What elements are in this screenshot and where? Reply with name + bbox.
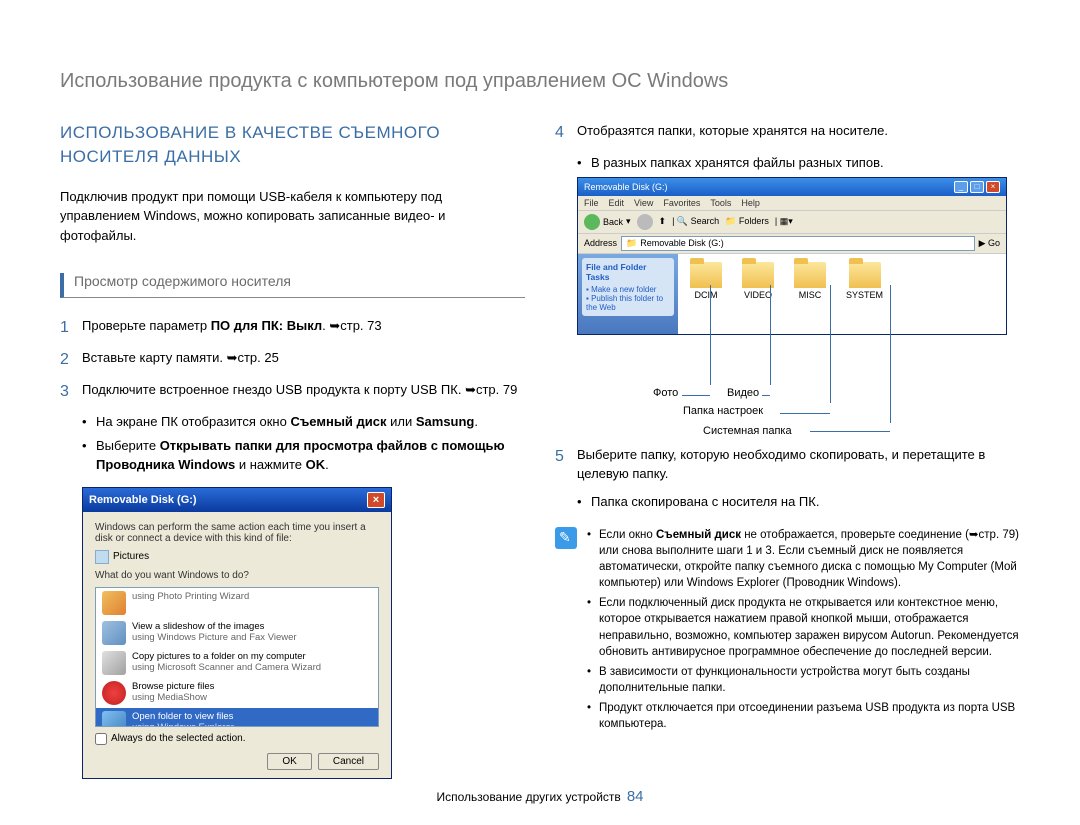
step-num-4: 4 bbox=[555, 121, 577, 145]
back-icon[interactable] bbox=[584, 214, 600, 230]
maximize-icon[interactable]: □ bbox=[970, 181, 984, 193]
wizard-icon bbox=[102, 591, 126, 615]
step-3-sub-1: На экране ПК отобразится окно Съемный ди… bbox=[96, 412, 478, 432]
step-3: Подключите встроенное гнездо USB продукт… bbox=[82, 380, 525, 404]
explorer-window: Removable Disk (G:) _ □ × File Edit View… bbox=[577, 177, 1007, 335]
dialog-text-2: What do you want Windows to do? bbox=[95, 570, 379, 581]
folder-dcim[interactable]: DCIM bbox=[690, 262, 722, 300]
browse-icon bbox=[102, 681, 126, 705]
step-5: Выберите папку, которую необходимо скопи… bbox=[577, 445, 1020, 484]
forward-icon[interactable] bbox=[637, 214, 653, 230]
step-4-sub-1: В разных папках хранятся файлы разных ти… bbox=[591, 153, 884, 173]
subheading: Просмотр содержимого носителя bbox=[60, 273, 525, 298]
note-box: •Если окно Съемный диск не отображается,… bbox=[555, 527, 1020, 736]
cancel-button[interactable]: Cancel bbox=[318, 753, 379, 770]
explorer-toolbar[interactable]: Back ▾ ⬆ | 🔍 Search 📁 Folders | ▦▾ bbox=[578, 211, 1006, 234]
step-5-sub-1: Папка скопирована с носителя на ПК. bbox=[591, 492, 819, 512]
go-button[interactable]: ▶ Go bbox=[979, 238, 1000, 249]
address-label: Address bbox=[584, 238, 617, 248]
folder-misc[interactable]: MISC bbox=[794, 262, 826, 300]
explorer-menubar[interactable]: File Edit View Favorites Tools Help bbox=[578, 196, 1006, 211]
copy-icon bbox=[102, 651, 126, 675]
slideshow-icon bbox=[102, 621, 126, 645]
step-num-5: 5 bbox=[555, 445, 577, 484]
dialog-text-1: Windows can perform the same action each… bbox=[95, 522, 379, 544]
section-title: ИСПОЛЬЗОВАНИЕ В КАЧЕСТВЕ СЪЕМНОГО НОСИТЕ… bbox=[60, 121, 525, 169]
step-num-3: 3 bbox=[60, 380, 82, 404]
close-icon[interactable]: × bbox=[986, 181, 1000, 193]
ok-button[interactable]: OK bbox=[267, 753, 311, 770]
intro-text: Подключив продукт при помощи USB-кабеля … bbox=[60, 187, 525, 246]
autoplay-dialog: Removable Disk (G:) × Windows can perfor… bbox=[82, 487, 392, 779]
step-4: Отобразятся папки, которые хранятся на н… bbox=[577, 121, 1020, 145]
close-icon[interactable]: × bbox=[367, 492, 385, 508]
step-2: Вставьте карту памяти. ➥стр. 25 bbox=[82, 348, 525, 372]
step-1: Проверьте параметр ПО для ПК: Выкл. ➥стр… bbox=[82, 316, 525, 340]
note-icon bbox=[555, 527, 577, 549]
step-3-sub-2: Выберите Открывать папки для просмотра ф… bbox=[96, 436, 525, 475]
folder-icon bbox=[102, 711, 126, 727]
address-input[interactable]: 📁Removable Disk (G:) bbox=[621, 236, 975, 251]
explorer-title-text: Removable Disk (G:) bbox=[584, 182, 668, 192]
dialog-action-list[interactable]: using Photo Printing Wizard View a slide… bbox=[95, 587, 379, 727]
step-num-2: 2 bbox=[60, 348, 82, 372]
explorer-sidebar: File and Folder Tasks ▪ Make a new folde… bbox=[578, 254, 678, 334]
pictures-icon bbox=[95, 550, 109, 564]
dialog-title: Removable Disk (G:) bbox=[89, 494, 197, 506]
step-num-1: 1 bbox=[60, 316, 82, 340]
folder-system[interactable]: SYSTEM bbox=[846, 262, 883, 300]
callout-diagram: Фото Видео Папка настроек Системная папк… bbox=[555, 345, 1020, 445]
minimize-icon[interactable]: _ bbox=[954, 181, 968, 193]
page-header: Использование продукта с компьютером под… bbox=[60, 70, 1020, 93]
up-icon[interactable]: ⬆ bbox=[659, 216, 667, 227]
dialog-category: Pictures bbox=[113, 551, 149, 562]
always-checkbox[interactable]: Always do the selected action. bbox=[95, 733, 379, 745]
page-footer: Использование других устройств84 bbox=[0, 788, 1080, 805]
